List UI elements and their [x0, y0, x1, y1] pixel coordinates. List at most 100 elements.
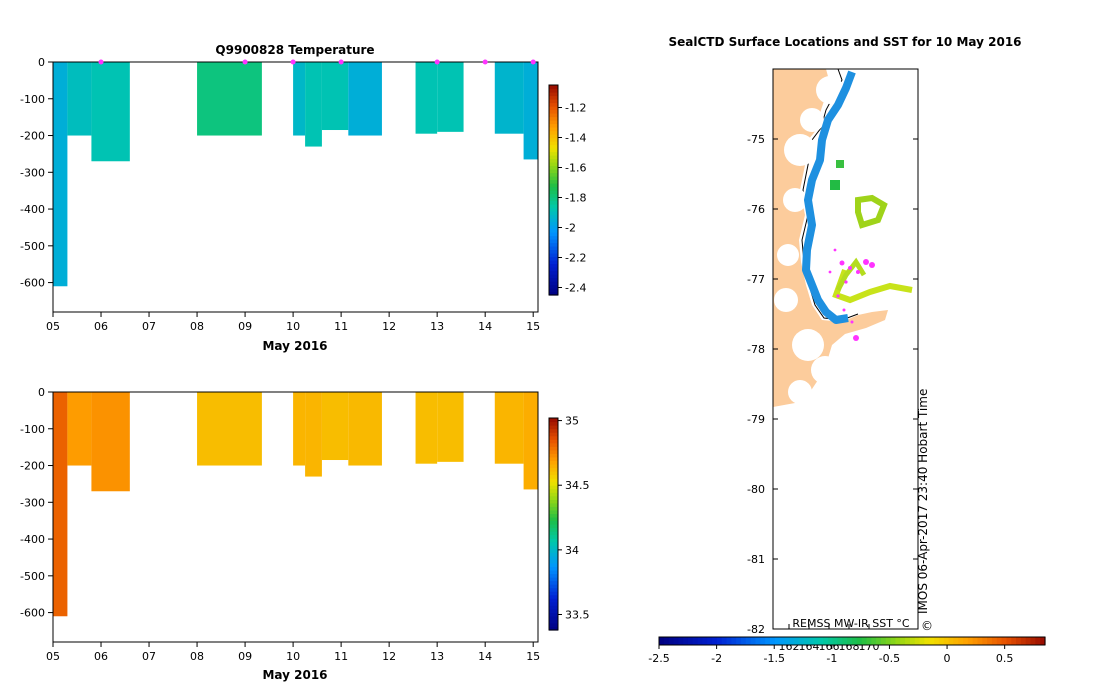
sst-colorbar-tick-label-6: 0.5 [996, 652, 1014, 665]
colorbar-swatch-43 [549, 141, 558, 146]
colorbar-swatch-19 [549, 559, 558, 564]
sst-colorbar-swatch-64 [967, 637, 974, 645]
colorbar-swatch-53 [549, 439, 558, 444]
sst-colorbar-swatch-44 [871, 637, 877, 645]
sst-colorbar-swatch-72 [1006, 637, 1012, 645]
y-tick-label-6: -600 [20, 277, 45, 290]
sst-colorbar-swatch-37 [837, 637, 843, 645]
profile-column-3 [197, 392, 262, 466]
sst-colorbar-swatch-41 [856, 637, 863, 645]
colorbar-swatch-28 [549, 193, 558, 198]
sst-colorbar-swatch-32 [813, 637, 819, 645]
colorbar-swatch-11 [549, 587, 558, 592]
y-tick-label-1: -100 [20, 423, 45, 436]
y-tick-label-3: -300 [20, 496, 45, 509]
y-tick-label-2: -200 [20, 130, 45, 143]
colorbar-frame [548, 417, 559, 631]
colorbar-swatch-30 [549, 520, 558, 525]
profile-column-0 [53, 62, 68, 287]
colorbar-swatch-58 [549, 421, 558, 426]
sst-colorbar-swatch-66 [977, 637, 983, 645]
sst-colorbar-swatch-51 [905, 637, 911, 645]
colorbar-swatch-25 [549, 204, 558, 209]
colorbar-swatch-51 [549, 113, 558, 118]
colorbar-swatch-11 [549, 253, 558, 258]
sst-colorbar-swatch-25 [779, 637, 786, 645]
profile-column-8 [415, 62, 438, 134]
temperature-axes: 0 -100 -200 -300 -400 -500 -600 05 06 07 08 09 10 11 1… [20, 56, 540, 333]
copyright-symbol: © [921, 619, 933, 633]
colorbar-tick-label-0: -1.2 [565, 102, 586, 115]
sst-colorbar-swatch-23 [769, 637, 776, 645]
sst-coastal-strip [802, 70, 856, 324]
colorbar-swatch-0 [549, 291, 558, 296]
sst-colorbar-swatch-48 [890, 637, 897, 645]
colorbar-swatch-26 [549, 200, 558, 205]
colorbar-swatch-24 [549, 541, 558, 546]
colorbar-swatch-14 [549, 577, 558, 582]
colorbar-swatch-6 [549, 605, 558, 610]
colorbar-swatch-6 [549, 270, 558, 275]
sst-colorbar-swatch-70 [996, 637, 1003, 645]
profile-column-10 [494, 392, 524, 464]
colorbar-tick-label-6: -2.4 [565, 282, 586, 295]
colorbar-swatch-25 [549, 538, 558, 543]
colorbar-swatch-34 [549, 172, 558, 177]
colorbar-swatch-46 [549, 463, 558, 469]
salinity-plot-frame [52, 391, 539, 643]
salinity-panel: 0 -100 -200 -300 -400 -500 -600 05 06 07 08 09 10 11 1… [20, 386, 589, 682]
map-title: SealCTD Surface Locations and SST for 10… [668, 35, 1021, 49]
colorbar-swatch-17 [549, 232, 558, 237]
x-tick-label-2: 07 [142, 320, 156, 333]
colorbar-swatch-34 [549, 506, 558, 511]
sst-colorbar-swatch-20 [755, 637, 761, 645]
colorbar-swatch-45 [549, 134, 558, 139]
colorbar-swatch-27 [549, 531, 558, 536]
imos-credit-text: IMOS 06-Apr-2017 23:40 Hobart Time [916, 389, 930, 614]
sst-colorbar-swatch-7 [692, 637, 699, 645]
lat-tick-label-1: -76 [747, 203, 765, 216]
sst-colorbar-tick-label-1: -2 [711, 652, 722, 665]
colorbar-swatch-10 [549, 256, 558, 261]
colorbar-swatch-47 [549, 127, 558, 132]
sst-colorbar-swatch-30 [803, 637, 810, 645]
colorbar-tick-label-3: 33.5 [565, 608, 590, 621]
colorbar-swatch-33 [549, 176, 558, 181]
sst-colorbar-swatch-63 [962, 637, 969, 645]
colorbar-swatch-31 [549, 516, 558, 522]
profile-column-11 [523, 62, 538, 160]
x-tick-label-8: 13 [430, 650, 444, 663]
profile-column-5 [305, 392, 322, 477]
colorbar-swatch-57 [549, 92, 558, 97]
colorbar-swatch-54 [549, 102, 558, 107]
colorbar-swatch-53 [549, 106, 558, 111]
x-tick-label-5: 10 [286, 650, 300, 663]
colorbar-swatch-45 [549, 467, 558, 472]
sst-colorbar: -2.5 -2 -1.5 -1 -0.5 0 0.5 [648, 636, 1046, 665]
profile-column-9 [437, 62, 464, 132]
sst-colorbar-swatch-0 [659, 637, 665, 645]
profile-column-8 [415, 392, 438, 464]
colorbar-swatch-10 [549, 591, 558, 596]
temperature-panel: Q9900828 Temperature 0 -100 -200 -300 -400 -5… [20, 43, 586, 353]
colorbar-swatch-49 [549, 453, 558, 458]
x-tick-label-9: 14 [478, 650, 492, 663]
x-tick-label-5: 10 [286, 320, 300, 333]
profile-column-9 [437, 392, 464, 462]
colorbar-swatch-32 [549, 179, 558, 184]
colorbar-swatch-43 [549, 474, 558, 479]
lat-tick-label-0: -75 [747, 133, 765, 146]
colorbar-swatch-35 [549, 502, 558, 507]
x-tick-label-3: 08 [190, 650, 204, 663]
sst-colorbar-swatch-67 [982, 637, 988, 645]
profile-column-2 [91, 392, 130, 492]
sst-colorbar-swatch-15 [731, 637, 737, 645]
sst-colorbar-swatch-65 [972, 637, 979, 645]
x-tick-label-4: 09 [238, 320, 252, 333]
sst-colorbar-swatch-43 [866, 637, 872, 645]
profile-column-11 [523, 392, 538, 490]
x-tick-label-0: 05 [46, 650, 60, 663]
sst-colorbar-swatch-22 [765, 637, 771, 645]
sst-colorbar-swatch-71 [1001, 637, 1007, 645]
colorbar-swatch-23 [549, 545, 558, 550]
